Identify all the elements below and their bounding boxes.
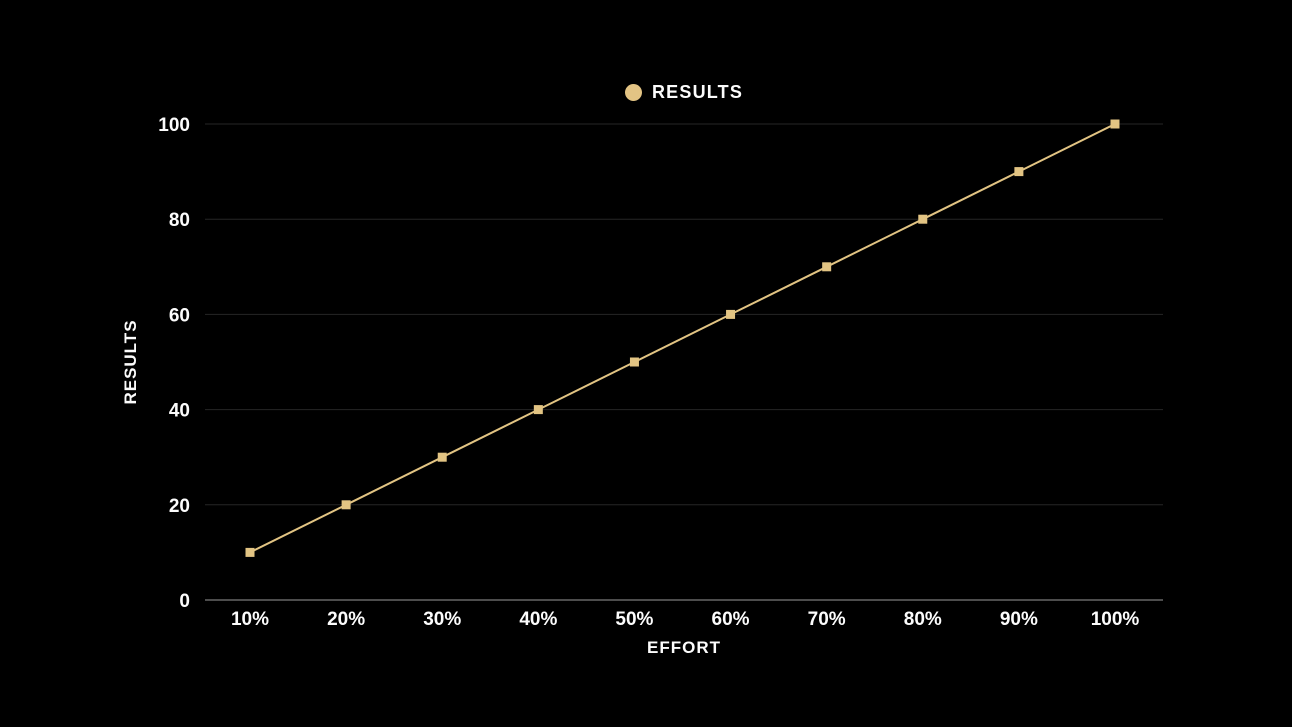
data-point-marker[interactable] (341, 500, 351, 510)
data-point-marker[interactable] (918, 214, 928, 224)
results-line (249, 123, 1116, 554)
y-tick-label: 40 (169, 401, 190, 422)
y-tick-label: 0 (179, 591, 190, 612)
data-point-marker[interactable] (533, 405, 543, 415)
data-point-marker[interactable] (437, 452, 447, 462)
x-tick-label: 10% (231, 609, 269, 630)
data-point-marker[interactable] (1014, 167, 1024, 177)
data-point-marker[interactable] (629, 357, 639, 367)
x-tick-label: 60% (712, 609, 750, 630)
x-tick-label: 70% (808, 609, 846, 630)
data-point-marker[interactable] (726, 309, 736, 319)
x-tick-label: 40% (519, 609, 557, 630)
legend-marker-icon (624, 84, 642, 101)
y-tick-label: 100 (158, 115, 190, 136)
data-point-marker[interactable] (245, 547, 255, 557)
x-tick-label: 80% (904, 609, 942, 630)
x-tick-label: 50% (615, 609, 653, 630)
x-tick-label: 30% (423, 609, 461, 630)
x-tick-label: 20% (327, 609, 365, 630)
y-tick-label: 80 (169, 210, 190, 231)
x-tick-label: 100% (1091, 609, 1140, 630)
y-tick-label: 60 (169, 305, 190, 326)
x-axis-title: EFFORT (647, 638, 721, 657)
data-point-marker[interactable] (822, 262, 832, 272)
x-tick-label: 90% (1000, 609, 1038, 630)
data-point-marker[interactable] (1110, 119, 1120, 129)
y-tick-label: 20 (169, 496, 190, 517)
chart-legend[interactable]: RESULTS (205, 82, 1163, 103)
y-axis-title: RESULTS (121, 319, 140, 404)
legend-label: RESULTS (651, 82, 744, 102)
